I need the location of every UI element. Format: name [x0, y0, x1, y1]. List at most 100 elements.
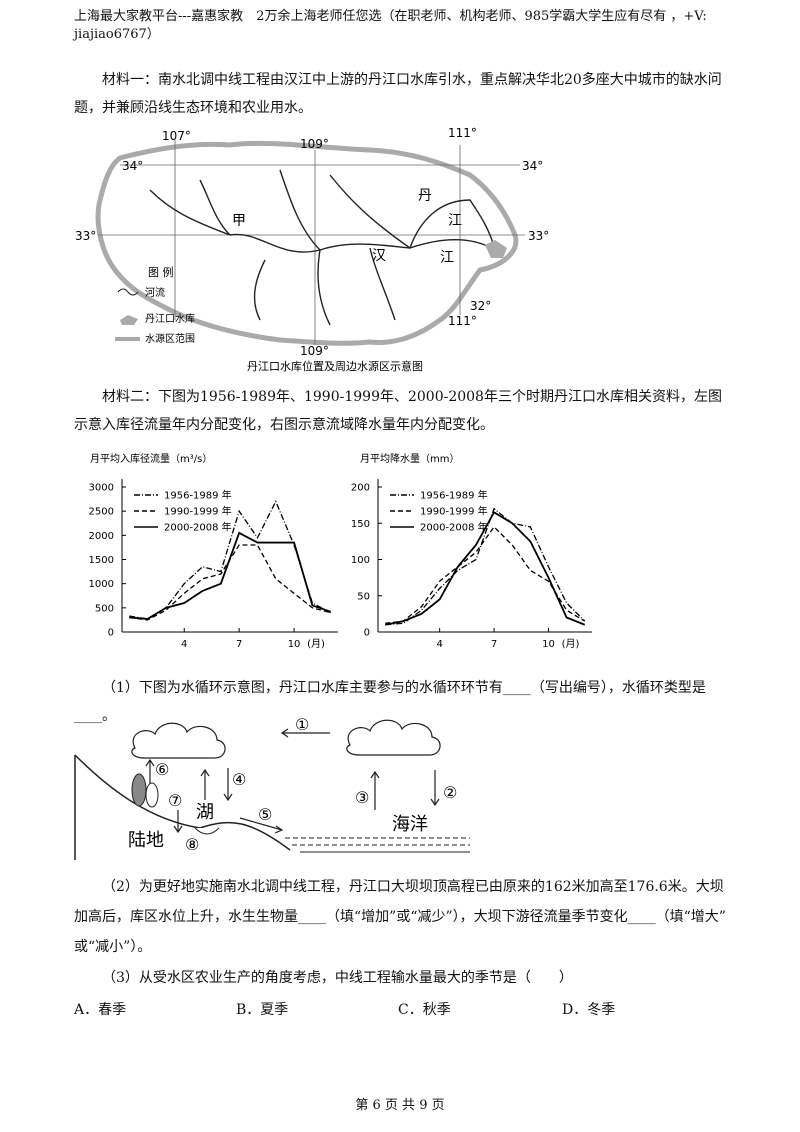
header: 上海最大家教平台---嘉惠家教 2万余上海老师任您选（在职老师、机构老师、985… [74, 8, 774, 44]
header-line: jiajiao6767） [74, 27, 160, 42]
x-tick-label: 4 [436, 639, 442, 650]
diagram-label: 陆地 [128, 830, 164, 851]
legend-label: 2000-2008 年 [164, 521, 232, 534]
x-tick-label: 10 [288, 639, 301, 650]
legend-label: 1956-1989 年 [420, 489, 488, 502]
y-tick-label: 500 [95, 603, 114, 614]
footer: 第 6 页 共 9 页 [355, 1098, 445, 1113]
option: B．夏季 [236, 1002, 289, 1018]
cloud [346, 719, 441, 756]
map-label: 33° [528, 229, 549, 243]
map-label: 甲 [232, 213, 246, 229]
series-line [385, 507, 586, 626]
option: A．春季 [74, 1002, 127, 1018]
sea [285, 837, 470, 853]
series-line [385, 525, 586, 624]
y-tick-label: 0 [108, 628, 114, 639]
map-label: 111° [448, 126, 477, 140]
material-2: 材料二：下图为1956-1989年、1990-1999年、2000-2008年三… [74, 389, 722, 433]
clouds [131, 719, 441, 759]
arrow [173, 810, 183, 834]
diagram-label: ① [295, 715, 309, 734]
lake [194, 827, 220, 835]
legend-label: 水源区范围 [145, 332, 195, 345]
tree [131, 773, 147, 807]
diagram-label: 海洋 [392, 814, 428, 835]
question-1: （1）下图为水循环示意图，丹江口水库主要参与的水循环环节有____（写出编号），… [74, 680, 706, 724]
cloud [131, 722, 226, 759]
map-label: 34° [122, 159, 143, 173]
river [149, 169, 411, 326]
diagram-label: 湖 [196, 802, 214, 823]
question-3: （3）从受水区农业生产的角度考虑，中线工程输水量最大的季节是（ ） [102, 970, 573, 986]
diagram-label: ⑦ [168, 791, 182, 810]
diagram-label: ⑥ [155, 760, 169, 779]
series-line [385, 511, 586, 626]
diagram-label: ③ [355, 788, 369, 807]
y-tick-label: 50 [357, 591, 370, 602]
water-cycle-diagram: ① ② ③ ④ ⑤ ⑥ ⑦ ⑧ 湖 陆地 海洋 [74, 715, 470, 860]
y-tick-label: 1000 [89, 579, 114, 590]
arrow [239, 817, 284, 834]
map-label: 丹 [418, 188, 432, 204]
legend-label: 1956-1989 年 [164, 489, 232, 502]
arrow [280, 728, 330, 738]
basin-boundary [95, 140, 519, 346]
map-label: 江 [440, 250, 454, 266]
chart-title: 月平均入库径流量（m³/s） [90, 452, 212, 465]
legend-label: 1990-1999 年 [164, 505, 232, 518]
x-tick-label: 7 [491, 639, 497, 650]
chart-title: 月平均降水量（mm） [360, 452, 459, 465]
legend-label: 河流 [145, 286, 165, 299]
map-label: 34° [522, 159, 543, 173]
map-label: 32° [470, 299, 491, 313]
arrows [145, 728, 440, 834]
diagram-label: ④ [232, 770, 246, 789]
diagram-label: ⑤ [258, 805, 272, 824]
option: C．秋季 [398, 1002, 451, 1018]
map-label: 107° [162, 129, 191, 143]
y-tick-label: 3000 [89, 483, 114, 494]
arrow [430, 770, 440, 807]
legend-reservoir [120, 315, 138, 325]
map: 107° 109° 109° 111° 111° 34° 34° 33° 33°… [75, 126, 549, 373]
land-surface [74, 754, 291, 851]
map-label: 109° [300, 344, 329, 358]
y-tick-label: 2500 [89, 507, 114, 518]
header-line: 上海最大家教平台---嘉惠家教 2万余上海老师任您选（在职老师、机构老师、985… [74, 9, 707, 24]
river [229, 233, 496, 253]
material-1: 材料一：南水北调中线工程由汉江中上游的丹江口水库引水，重点解决华北20多座大中城… [74, 72, 722, 116]
legend-river [117, 288, 139, 296]
legend-label: 1990-1999 年 [420, 505, 488, 518]
legend-label: 2000-2008 年 [420, 521, 488, 534]
graticule [98, 140, 525, 345]
arrow [370, 770, 380, 810]
y-tick-label: 2000 [89, 531, 114, 542]
river [409, 199, 496, 251]
legend-title: 图 例 [148, 265, 174, 279]
map-caption: 丹江口水库位置及周边水源区示意图 [247, 359, 423, 373]
option: D．冬季 [562, 1002, 616, 1018]
map-label: 109° [300, 137, 329, 151]
diagram-label: ⑧ [185, 835, 199, 854]
diagram-label: ② [443, 783, 457, 802]
x-tick-label: 10 [542, 639, 555, 650]
reservoir [485, 240, 507, 258]
y-tick-label: 200 [351, 483, 370, 494]
x-tick-label: 7 [236, 639, 242, 650]
question-2: （2）为更好地实施南水北调中线工程，丹江口大坝坝顶高程已由原来的162米加高至1… [74, 879, 726, 955]
series-line [129, 531, 331, 620]
map-label: 江 [448, 213, 462, 229]
y-tick-label: 1500 [89, 555, 114, 566]
y-tick-label: 150 [351, 519, 370, 530]
tree [145, 782, 159, 808]
x-axis-label: (月) [562, 638, 580, 650]
map-label: 111° [448, 314, 477, 328]
y-tick-label: 0 [364, 628, 370, 639]
y-tick-label: 100 [351, 555, 370, 566]
arrow [223, 768, 233, 802]
map-label: 汉 [372, 248, 386, 264]
x-tick-label: 4 [181, 639, 187, 650]
